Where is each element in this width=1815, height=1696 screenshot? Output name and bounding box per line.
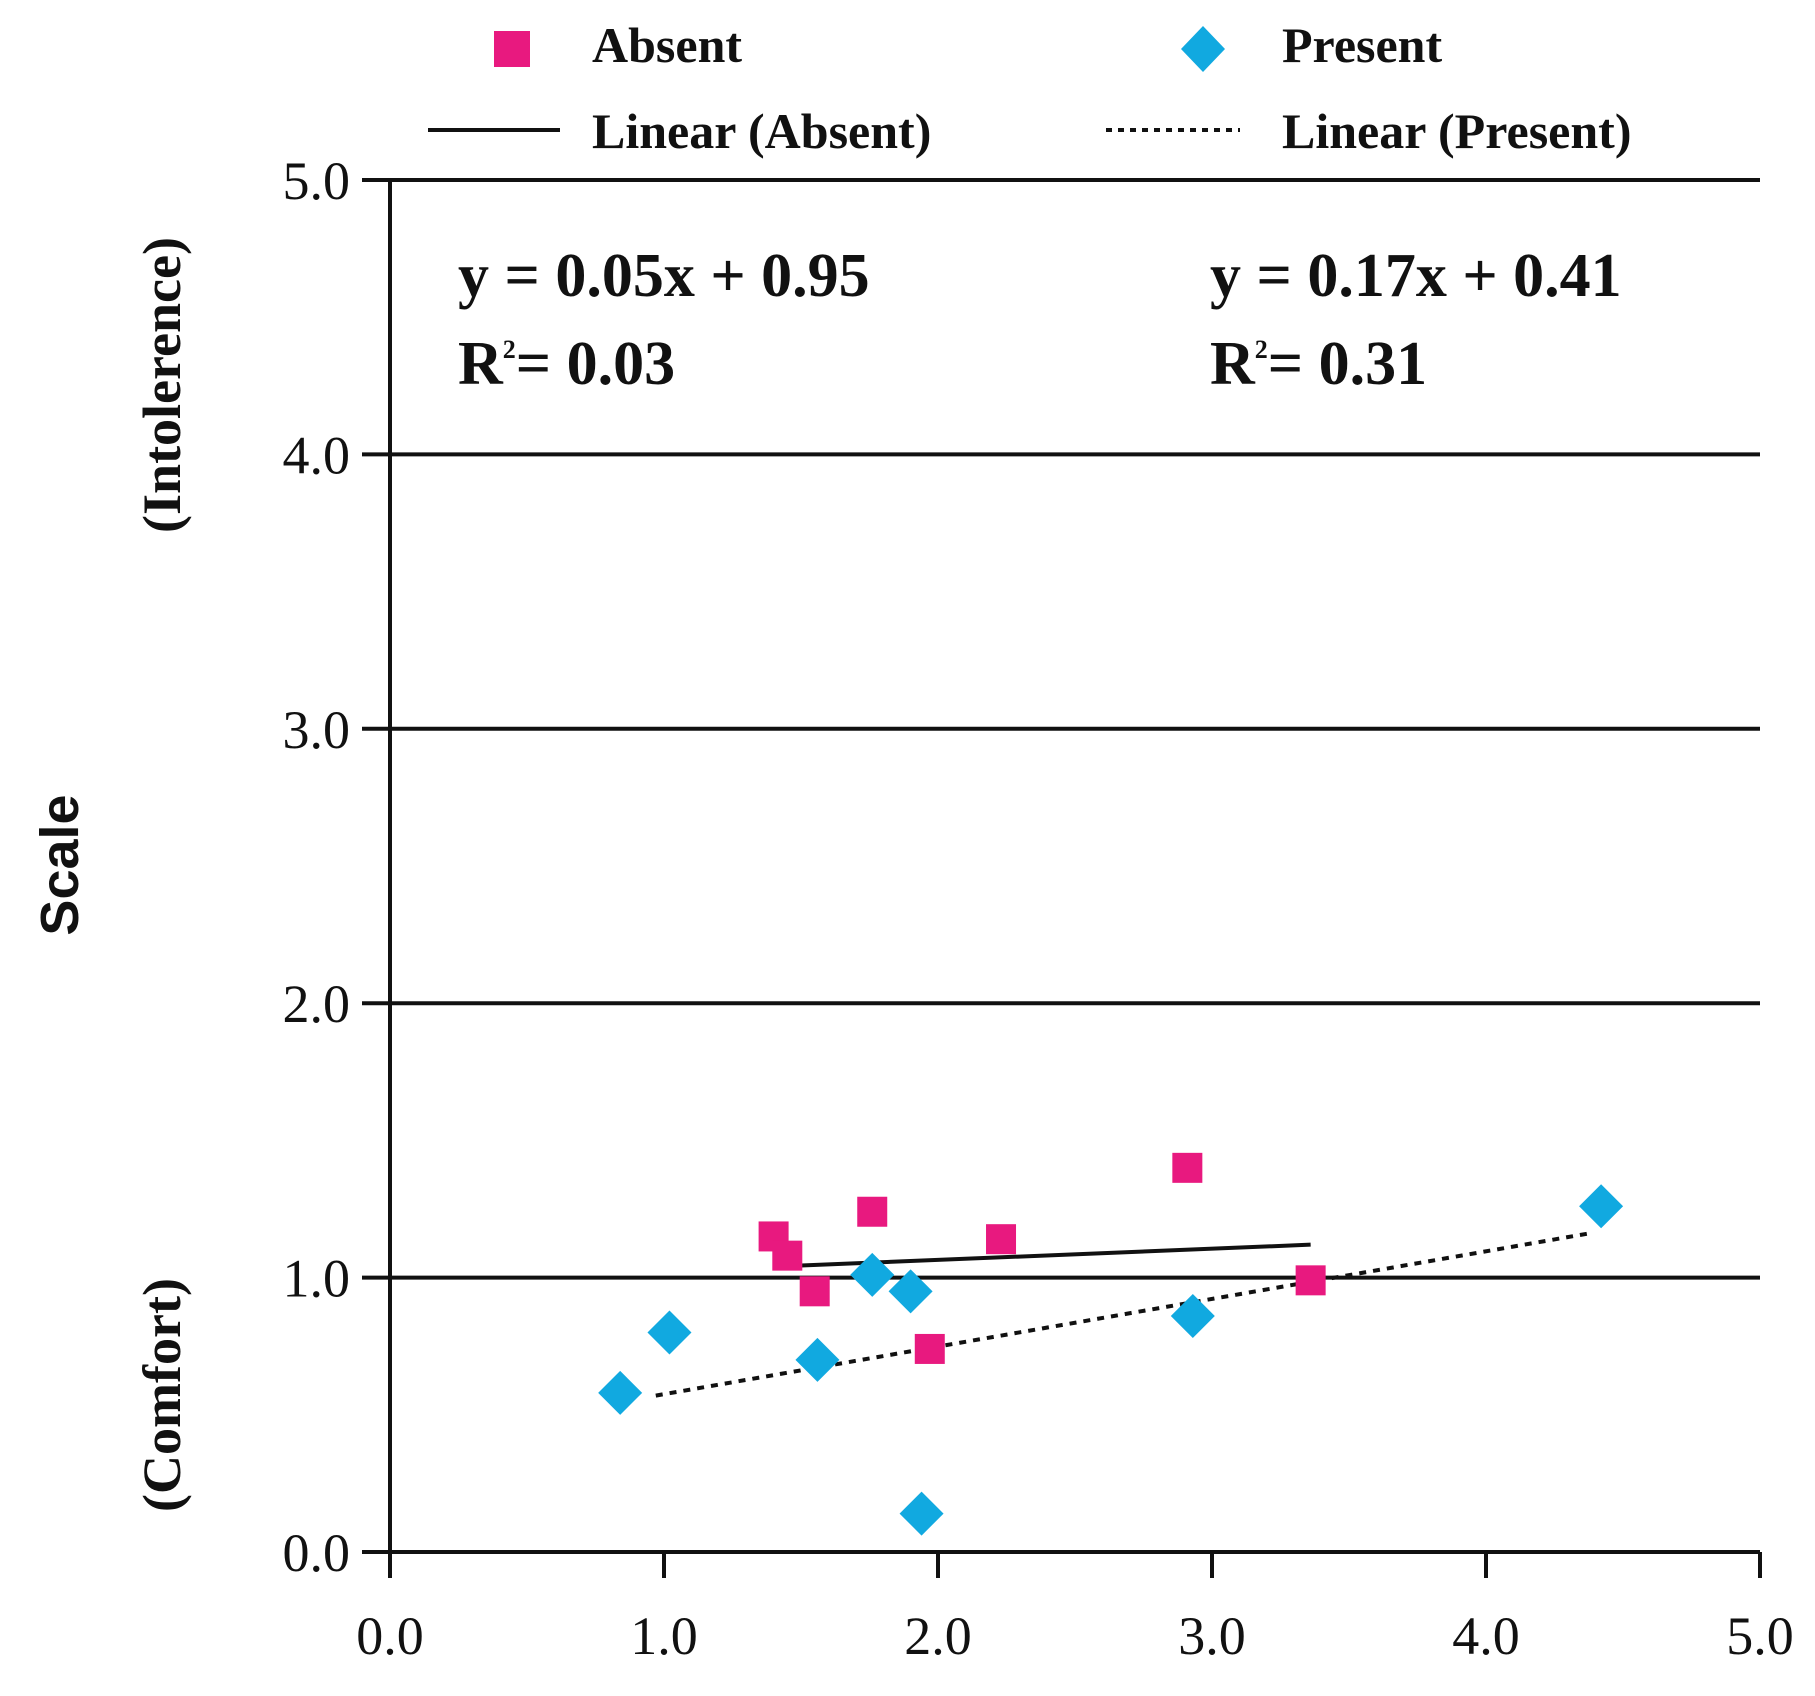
point-present: [647, 1310, 692, 1355]
data-points: [598, 1152, 1624, 1536]
absent-r2-sup: 2: [503, 335, 516, 364]
present-r2-prefix: R: [1210, 330, 1256, 398]
y-tick-label: 3.0: [283, 700, 351, 760]
y-axis-title-top: (Intolerence): [132, 237, 192, 533]
x-tick-label: 5.0: [1726, 1606, 1794, 1666]
axes: [388, 180, 1760, 1554]
point-absent: [1295, 1265, 1326, 1296]
y-tick-label: 1.0: [283, 1249, 351, 1309]
present-equation: y = 0.17x + 0.41: [1210, 242, 1622, 310]
point-present: [598, 1370, 643, 1415]
axis-titles: (Intolerence) Scale (Comfort): [30, 237, 192, 1512]
x-tick-label: 3.0: [1178, 1606, 1246, 1666]
point-present: [850, 1252, 895, 1297]
point-absent: [799, 1276, 830, 1307]
y-tick-label: 2.0: [283, 974, 351, 1034]
present-r2-sup: 2: [1255, 335, 1268, 364]
point-absent: [986, 1224, 1017, 1255]
absent-equation: y = 0.05x + 0.95: [458, 242, 870, 310]
regression-annotations: y = 0.05x + 0.95 R2= 0.03 y = 0.17x + 0.…: [458, 242, 1622, 398]
legend-linear-present-label: Linear (Present): [1282, 103, 1631, 159]
present-r2: R2= 0.31: [1210, 330, 1427, 398]
absent-r2: R2= 0.03: [458, 330, 675, 398]
x-tick-label: 2.0: [904, 1606, 972, 1666]
point-present: [899, 1491, 944, 1536]
y-tick-label: 5.0: [283, 151, 351, 211]
legend-present-label: Present: [1282, 17, 1442, 73]
point-present: [888, 1269, 933, 1314]
y-axis-title: Scale: [30, 794, 90, 935]
grid: [390, 178, 1760, 1280]
point-present: [1170, 1294, 1215, 1339]
present-r2-value: = 0.31: [1268, 330, 1427, 398]
point-absent: [857, 1196, 888, 1227]
y-tick-label: 0.0: [283, 1523, 351, 1583]
x-tick-label: 0.0: [356, 1606, 424, 1666]
legend-present-marker: [1181, 26, 1225, 72]
legend-absent-marker: [494, 31, 530, 67]
x-ticks: 0.0 1.0 2.0 3.0 4.0 5.0: [356, 1552, 1794, 1666]
point-absent: [772, 1240, 803, 1271]
y-ticks: 0.0 1.0 2.0 3.0 4.0 5.0: [283, 151, 390, 1583]
y-axis-title-bottom: (Comfort): [132, 1278, 192, 1512]
absent-r2-value: = 0.03: [516, 330, 675, 398]
x-tick-label: 4.0: [1452, 1606, 1520, 1666]
trendline-absent: [773, 1242, 1311, 1269]
y-tick-label: 4.0: [283, 425, 351, 485]
point-present: [1579, 1184, 1624, 1229]
legend-absent-label: Absent: [592, 17, 742, 73]
point-absent: [914, 1333, 945, 1364]
legend-linear-absent-label: Linear (Absent): [592, 103, 931, 159]
point-absent: [1172, 1152, 1203, 1183]
legend: Absent Present Linear (Absent) Linear (P…: [428, 17, 1631, 159]
point-present: [795, 1337, 840, 1382]
absent-r2-prefix: R: [458, 330, 504, 398]
x-tick-label: 1.0: [630, 1606, 698, 1666]
